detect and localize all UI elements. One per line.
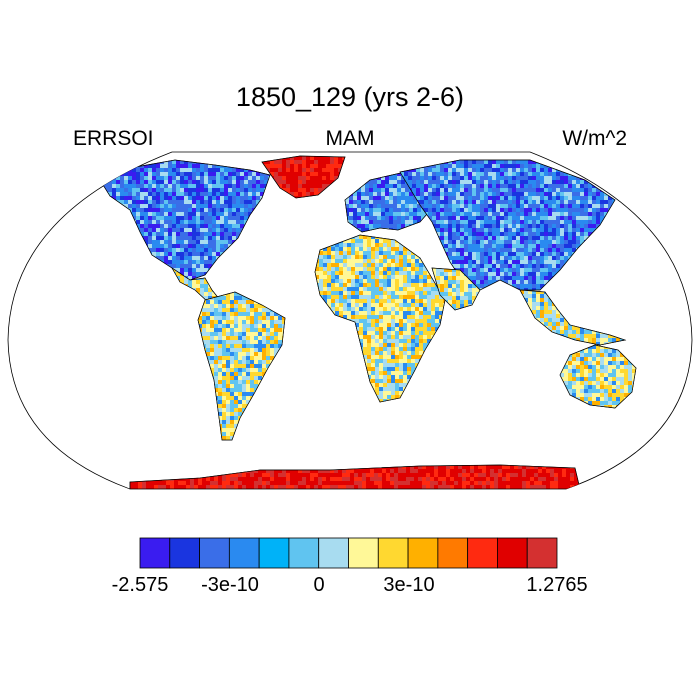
chart-title: 1850_129 (yrs 2-6) [235, 82, 465, 112]
colorbar-box [288, 537, 320, 569]
colorbar-box [139, 537, 171, 569]
colorbar-box [467, 537, 498, 569]
colorbar-box [526, 537, 558, 569]
colorbar-box [169, 537, 200, 569]
colorbar-tick-label: -3e-10 [201, 574, 259, 596]
colorbar-tick-label: 1.2765 [526, 574, 588, 596]
colorbar-box [318, 537, 349, 569]
colorbar-box [377, 537, 409, 569]
variable-label: ERRSOI [73, 127, 154, 150]
units-label: W/m^2 [562, 127, 627, 150]
colorbar-box [258, 537, 290, 569]
colorbar-box [437, 537, 469, 569]
colorbar-tick-label: -2.575 [111, 574, 169, 596]
colorbar-box [228, 537, 260, 569]
colorbar-box [497, 537, 528, 569]
colorbar-box [407, 537, 439, 569]
season-label: MAM [325, 127, 375, 150]
colorbar-tick-label: 3e-10 [383, 574, 435, 596]
colorbar-box [348, 537, 379, 569]
colorbar-box [199, 537, 230, 569]
colorbar-tick-label: 0 [313, 574, 325, 596]
